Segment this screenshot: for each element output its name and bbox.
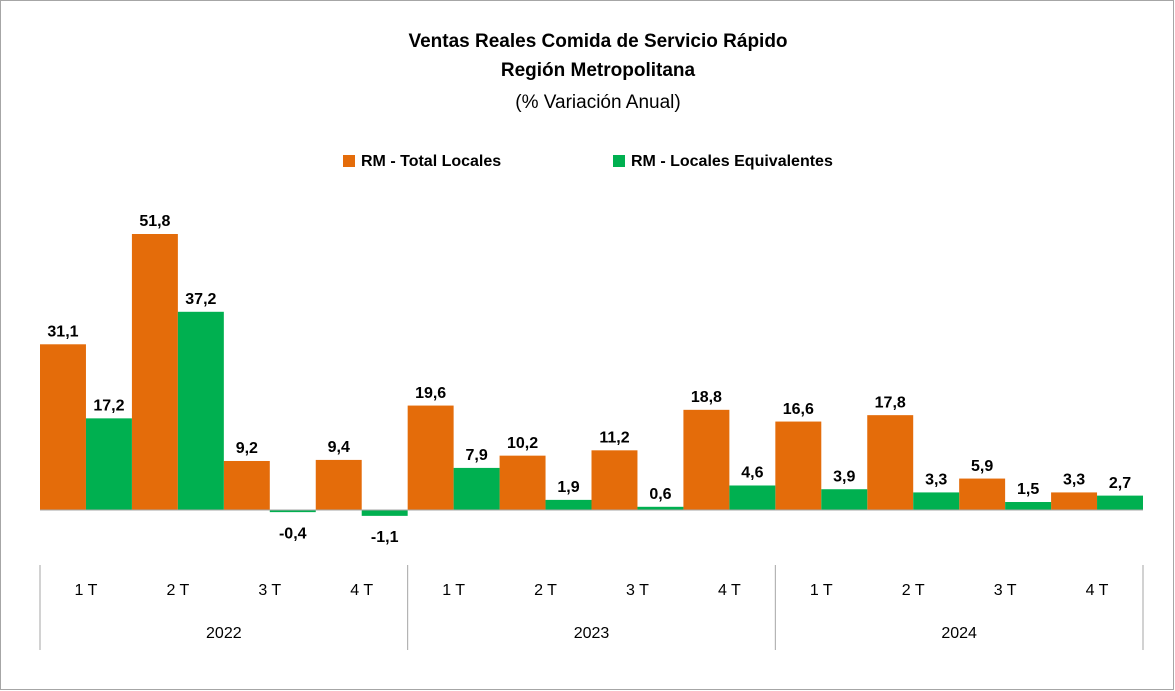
data-label: 11,2: [599, 430, 629, 447]
bar: [223, 460, 270, 510]
x-tick-label: 1 T: [810, 582, 833, 599]
x-tick-label: 3 T: [258, 582, 281, 599]
x-tick-label: 3 T: [994, 582, 1017, 599]
data-label: 3,3: [925, 472, 947, 489]
bar: [1097, 495, 1143, 510]
bar: [913, 492, 960, 510]
data-label: -0,4: [279, 525, 307, 542]
data-label: 19,6: [415, 385, 446, 402]
bar: [1051, 492, 1098, 510]
x-tick-label: 1 T: [442, 582, 465, 599]
x-tick-label: 2 T: [534, 582, 557, 599]
bar: [683, 409, 730, 510]
data-label: 4,6: [741, 465, 763, 482]
legend-swatch: [343, 155, 355, 167]
data-label: 16,6: [783, 401, 814, 418]
legend-label: RM - Total Locales: [361, 153, 501, 170]
data-label: 7,9: [465, 447, 487, 464]
data-label: 9,4: [328, 439, 350, 456]
bar: [40, 344, 86, 510]
bar: [315, 459, 362, 510]
data-label: 5,9: [971, 458, 993, 475]
bar: [729, 485, 776, 510]
bar: [867, 415, 914, 510]
bar: [361, 510, 408, 516]
data-label: 3,9: [833, 468, 855, 485]
x-tick-label: 4 T: [1086, 582, 1109, 599]
chart-title: Ventas Reales Comida de Servicio Rápido: [408, 31, 787, 52]
bar: [269, 510, 316, 513]
bar: [453, 467, 500, 510]
data-label: -1,1: [371, 529, 399, 546]
data-label: 9,2: [236, 440, 258, 457]
data-label: 10,2: [507, 435, 538, 452]
bar: [821, 489, 868, 510]
bar: [591, 450, 638, 510]
data-label: 18,8: [691, 389, 722, 406]
data-label: 1,5: [1017, 481, 1039, 498]
data-label: 51,8: [139, 213, 170, 230]
x-tick-label: 3 T: [626, 582, 649, 599]
data-label: 17,2: [93, 398, 124, 415]
data-label: 1,9: [557, 479, 579, 496]
data-label: 37,2: [185, 291, 216, 308]
group-label: 2022: [206, 625, 242, 642]
x-tick-label: 2 T: [166, 582, 189, 599]
bar: [637, 506, 684, 510]
bar: [85, 418, 132, 510]
bar: [1005, 502, 1052, 510]
x-tick-label: 1 T: [75, 582, 98, 599]
data-label: 0,6: [649, 486, 671, 503]
bar: [177, 311, 224, 510]
bar: [131, 234, 178, 510]
legend-label: RM - Locales Equivalentes: [631, 153, 833, 170]
chart-subtitle: Región Metropolitana: [501, 60, 696, 81]
bar: [407, 405, 454, 510]
x-tick-label: 2 T: [902, 582, 925, 599]
data-label: 31,1: [47, 324, 78, 341]
data-label: 2,7: [1109, 475, 1131, 492]
bar: [545, 499, 592, 510]
group-label: 2023: [574, 625, 610, 642]
chart-note: (% Variación Anual): [515, 92, 680, 113]
bar: [775, 421, 822, 510]
group-label: 2024: [941, 625, 977, 642]
bar: [499, 455, 546, 510]
bar: [959, 478, 1006, 510]
data-label: 17,8: [875, 394, 906, 411]
data-label: 3,3: [1063, 472, 1085, 489]
x-tick-label: 4 T: [350, 582, 373, 599]
legend-swatch: [613, 155, 625, 167]
x-tick-label: 4 T: [718, 582, 741, 599]
